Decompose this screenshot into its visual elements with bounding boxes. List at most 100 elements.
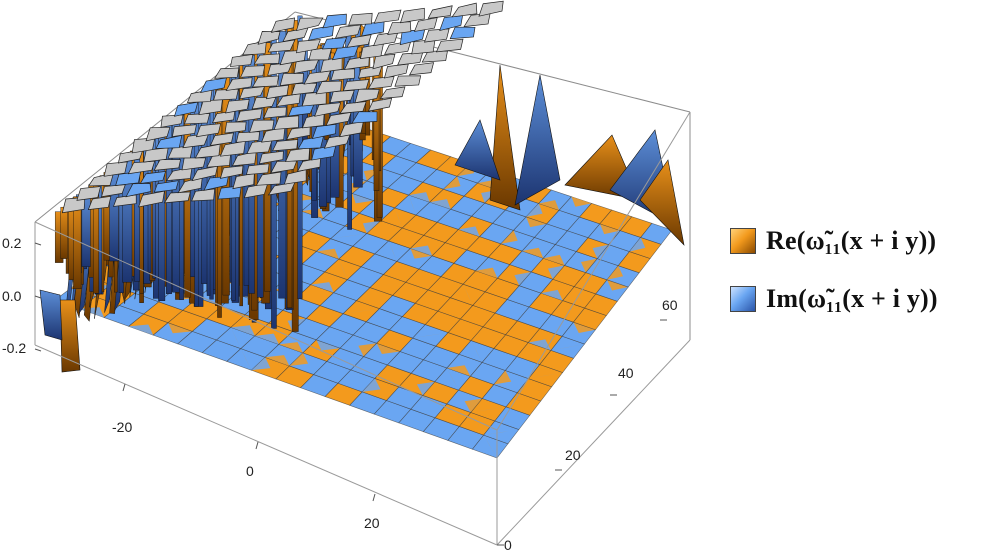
cap-tile [346, 34, 372, 48]
cap-tile [367, 76, 395, 90]
z-axis-labels: 0.2 0.0 -0.2 [2, 235, 26, 356]
floor-speckle [408, 192, 430, 203]
x-tick-mark [372, 493, 376, 502]
floor-speckle [416, 381, 435, 396]
cap-tile [311, 123, 337, 140]
surface-peak [489, 64, 521, 211]
floor-speckle [528, 372, 563, 379]
legend-item-im: Im(ω̃₁₁(x + i y)) [730, 280, 980, 318]
cap-tile [421, 50, 448, 63]
floor-speckle [316, 248, 339, 260]
legend-item-re: Re(ω̃₁₁(x + i y)) [730, 222, 980, 260]
y-tick-label: 20 [565, 447, 581, 463]
floor-speckle [483, 435, 497, 458]
z-tick-mark [34, 295, 42, 299]
floor-speckle [278, 342, 303, 353]
cap-tile [423, 28, 450, 43]
cap-tile [334, 24, 362, 39]
cap-tile [408, 62, 435, 76]
surface-peak [454, 119, 501, 181]
floor-speckle [446, 365, 471, 377]
floor-speckle [230, 325, 255, 336]
floor-speckle [410, 245, 433, 256]
floor-speckle [555, 237, 589, 245]
floor-speckle [607, 265, 624, 280]
cap-tile [314, 102, 342, 117]
floor-speckle [429, 199, 451, 210]
cap-tile [379, 86, 406, 100]
floor-speckle [443, 176, 461, 190]
cap-tile [87, 195, 112, 211]
cap-tile [478, 0, 504, 17]
floor-speckle [607, 279, 629, 291]
floor-speckle [571, 196, 592, 207]
floor-speckle [463, 284, 473, 306]
legend: Re(ω̃₁₁(x + i y)) Im(ω̃₁₁(x + i y)) [730, 222, 980, 338]
floor-speckle [410, 248, 433, 259]
floor-speckle [358, 343, 377, 357]
cap-tile [451, 2, 478, 18]
cap-tile [239, 65, 266, 78]
floor-speckle [287, 271, 325, 277]
floor-speckle [470, 406, 507, 413]
floor-speckle [522, 247, 544, 259]
floor-speckle [343, 308, 380, 314]
floor-speckle [629, 237, 646, 252]
x-tick-label: 0 [246, 463, 254, 479]
cap-tile [153, 180, 179, 193]
cap-tile [160, 114, 184, 128]
floor-speckle [352, 193, 374, 204]
cap-tile [279, 72, 304, 87]
cap-tile [307, 24, 335, 41]
floor-speckle [573, 322, 596, 334]
floor-speckle [394, 207, 403, 228]
cap-tile [351, 111, 378, 124]
cap-tile [214, 67, 240, 79]
cap-tile [195, 123, 222, 138]
cap-tile [354, 88, 380, 104]
cap-tile [271, 139, 299, 152]
cap-tile [397, 51, 424, 66]
cap-tile [103, 161, 128, 177]
cap-tile [230, 53, 254, 67]
cap-tile [265, 84, 289, 100]
floor-speckle [168, 318, 207, 323]
floor-speckle [543, 254, 565, 266]
cap-tile [225, 77, 253, 92]
x-tick-label: -20 [112, 419, 132, 435]
cap-tile [315, 80, 342, 95]
cap-tile [291, 82, 318, 96]
z-tick-label: 0.2 [2, 235, 22, 251]
bounding-box-front [34, 111, 691, 546]
cap-tile [125, 183, 152, 198]
cap-tile [245, 163, 270, 175]
floor-speckle [362, 378, 381, 392]
floor-speckle [289, 352, 309, 366]
floor-speckle [316, 339, 341, 351]
floor-speckle [128, 324, 154, 336]
legend-swatch-im [730, 286, 756, 312]
x-tick-mark [255, 441, 259, 450]
cap-tile [348, 12, 373, 26]
x-axis-labels: -20 0 20 [112, 419, 380, 531]
floor-speckle [500, 230, 518, 244]
cap-tile [181, 157, 207, 171]
floor-speckle [168, 322, 193, 334]
cap-tile [427, 5, 453, 19]
cap-tile [255, 171, 282, 186]
cap-tile [127, 160, 156, 175]
floor-speckle [376, 343, 401, 355]
cap-tile [301, 91, 327, 107]
floor-speckle [310, 282, 334, 293]
cap-tile [400, 7, 425, 24]
cap-tile [191, 188, 216, 202]
floor-speckle [538, 200, 560, 211]
surface-peaks [39, 64, 685, 373]
cap-tile [139, 170, 167, 184]
surface-caps [61, 0, 504, 214]
cap-tile [209, 132, 234, 146]
cap-tile [213, 88, 239, 101]
cap-tile [76, 186, 101, 201]
surface-peak [639, 159, 685, 246]
wall-curtain [60, 206, 68, 259]
